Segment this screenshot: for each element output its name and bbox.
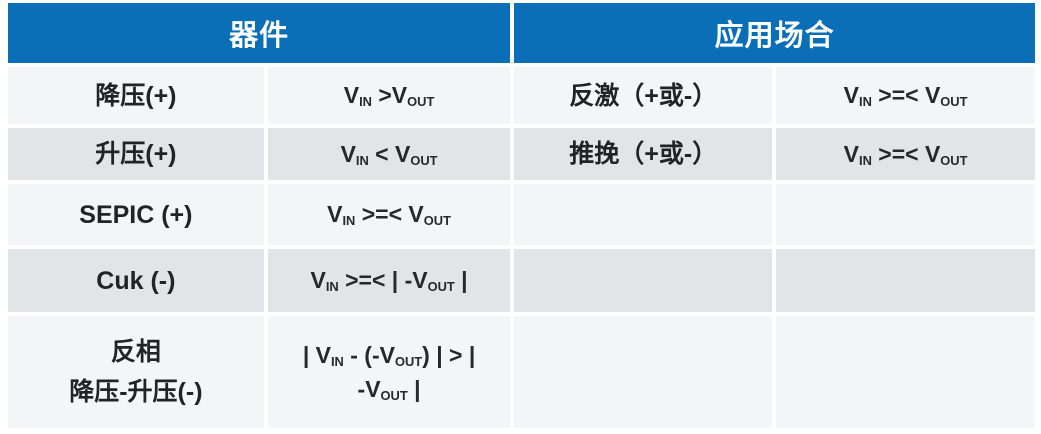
header-device: 器件 <box>8 3 511 63</box>
table-row: SEPIC (+) VIN >=< VOUT <box>8 184 1035 245</box>
table-row: 升压(+) VIN < VOUT 推挽（+或-） VIN >=< VOUT <box>8 128 1035 180</box>
table-header-row: 器件 应用场合 <box>8 3 1035 63</box>
device-name-cell: 降压(+) <box>8 67 264 124</box>
application-condition-cell: VIN >=< VOUT <box>776 67 1035 124</box>
device-name-cell: SEPIC (+) <box>8 184 264 245</box>
device-condition-cell: VIN < VOUT <box>267 128 511 180</box>
device-condition-cell: | VIN - (-VOUT) | > | -VOUT | <box>267 316 511 428</box>
device-name-cell: Cuk (-) <box>8 249 264 312</box>
application-condition-cell <box>776 316 1035 428</box>
device-name-cell: 反相 降压-升压(-) <box>8 316 264 428</box>
application-name-cell <box>514 316 773 428</box>
device-condition-cell: VIN >=< VOUT <box>267 184 511 245</box>
device-condition-cell: VIN >VOUT <box>267 67 511 124</box>
table-row: 反相 降压-升压(-) | VIN - (-VOUT) | > | -VOUT | <box>8 316 1035 428</box>
application-condition-cell: VIN >=< VOUT <box>776 128 1035 180</box>
application-name-cell: 推挽（+或-） <box>514 128 773 180</box>
converter-topology-table: 器件 应用场合 降压(+) VIN >VOUT 反激（+或-） VIN >=< … <box>4 0 1039 432</box>
application-name-cell <box>514 249 773 312</box>
application-name-cell <box>514 184 773 245</box>
device-name-cell: 升压(+) <box>8 128 264 180</box>
header-application: 应用场合 <box>514 3 1035 63</box>
application-condition-cell <box>776 249 1035 312</box>
application-condition-cell <box>776 184 1035 245</box>
application-name-cell: 反激（+或-） <box>514 67 773 124</box>
table-row: 降压(+) VIN >VOUT 反激（+或-） VIN >=< VOUT <box>8 67 1035 124</box>
table-row: Cuk (-) VIN >=< | -VOUT | <box>8 249 1035 312</box>
device-condition-cell: VIN >=< | -VOUT | <box>267 249 511 312</box>
